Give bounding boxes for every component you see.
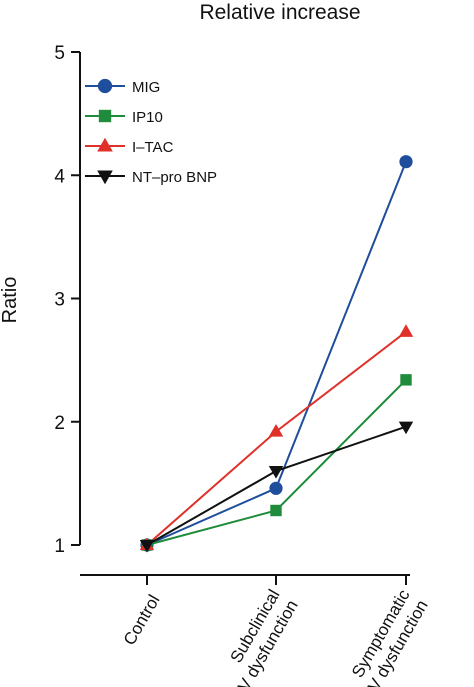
legend-marker: [97, 170, 113, 185]
axes: [79, 52, 410, 576]
y-tick-label: 5: [54, 43, 65, 64]
y-tick-label: 1: [54, 536, 65, 557]
data-point: [268, 466, 284, 479]
legend-label: MIG: [132, 79, 160, 96]
legend-label: I–TAC: [132, 139, 174, 156]
data-point: [269, 481, 283, 495]
data-point: [139, 539, 155, 553]
legend-item: MIG: [85, 78, 160, 96]
x-category-line: Control: [120, 592, 164, 649]
data-point: [398, 421, 414, 435]
legend-marker: [98, 109, 112, 123]
data-point: [399, 155, 413, 169]
data-point: [270, 504, 282, 517]
series-markers: [139, 155, 414, 553]
y-tick-label: 3: [54, 290, 65, 311]
chart-title: Relative increase: [199, 1, 360, 24]
legend-marker: [97, 78, 113, 94]
series-line: [146, 379, 407, 546]
x-category-label: Control: [120, 592, 164, 649]
legend-label: NT–pro BNP: [132, 169, 217, 186]
legend-item: NT–pro BNP: [85, 169, 217, 186]
y-tick-label: 4: [54, 166, 65, 187]
y-ticks: 1 2 3 4 5: [54, 43, 80, 557]
data-point: [400, 374, 412, 386]
legend-item: IP10: [85, 109, 163, 126]
legend-label: IP10: [132, 109, 163, 126]
data-point: [268, 424, 284, 437]
legend-marker: [97, 137, 113, 152]
y-axis-label: Ratio: [0, 277, 21, 324]
data-point: [398, 324, 414, 337]
legend: MIG IP10 I–TAC NT–pro BNP: [85, 78, 217, 186]
y-tick-label: 2: [54, 413, 65, 434]
legend-item: I–TAC: [85, 137, 174, 156]
